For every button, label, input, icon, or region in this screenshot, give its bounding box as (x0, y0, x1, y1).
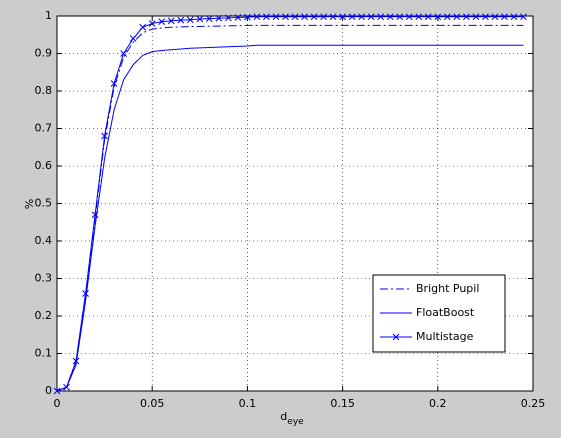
marker (463, 13, 470, 21)
y-tick-label: 0.8 (35, 84, 53, 97)
y-tick-label: 0.6 (35, 159, 53, 172)
marker (148, 20, 156, 27)
marker (415, 13, 423, 21)
marker (329, 13, 337, 21)
x-tick-label: 0.1 (239, 397, 257, 410)
marker (244, 13, 251, 21)
y-tick-label: 0.4 (35, 234, 53, 247)
x-axis-label-subscript: eye (287, 417, 304, 427)
marker (310, 13, 318, 21)
series-line (56, 44, 524, 392)
marker (405, 13, 413, 21)
marker (63, 383, 70, 391)
marker (453, 13, 461, 21)
y-axis-label: % (23, 199, 36, 209)
marker (472, 13, 480, 21)
marker (482, 13, 489, 21)
legend-label: Multistage (416, 330, 474, 343)
marker (82, 290, 89, 297)
legend-label: FloatBoost (416, 306, 475, 319)
marker (491, 13, 499, 21)
marker (358, 13, 365, 21)
marker (196, 15, 204, 23)
marker (139, 23, 147, 31)
marker (320, 13, 327, 21)
marker (110, 80, 118, 87)
marker (392, 333, 400, 341)
marker (186, 16, 194, 24)
marker (177, 16, 185, 24)
marker (167, 17, 175, 25)
marker (367, 13, 375, 21)
marker (215, 14, 223, 22)
marker (120, 50, 127, 57)
y-tick-label: 0.3 (35, 272, 53, 285)
marker (339, 13, 346, 21)
x-tick-label: 0.05 (140, 397, 165, 410)
y-tick-label: 1 (45, 9, 52, 22)
plot-frame (56, 15, 534, 392)
marker (386, 13, 394, 21)
marker (301, 13, 308, 21)
marker (101, 132, 108, 140)
y-tick-label: 0.1 (35, 347, 53, 360)
marker (434, 13, 442, 21)
y-tick-label: 0.7 (35, 122, 53, 135)
x-tick-label: 0 (54, 397, 61, 410)
marker (225, 14, 232, 22)
y-tick-label: 0.5 (35, 197, 53, 210)
legend-label: Bright Pupil (416, 282, 479, 295)
x-tick-label: 0.2 (429, 397, 447, 410)
marker (377, 13, 385, 21)
marker (205, 15, 213, 22)
x-axis-label-main: d (280, 410, 287, 423)
y-tick-label: 0 (45, 384, 52, 397)
marker (253, 13, 261, 21)
x-tick-label: 0.25 (521, 397, 546, 410)
marker (53, 387, 61, 395)
marker (263, 13, 270, 21)
marker (424, 13, 432, 21)
marker (91, 211, 99, 219)
y-tick-label: 0.2 (35, 309, 53, 322)
marker (396, 13, 404, 21)
marker (501, 13, 508, 21)
x-tick-label: 0.15 (330, 397, 355, 410)
marker (72, 357, 80, 365)
marker (348, 13, 356, 21)
marker (510, 13, 518, 21)
marker (291, 13, 299, 21)
marker (234, 14, 242, 21)
marker (158, 18, 166, 25)
y-tick-label: 0.9 (35, 47, 53, 60)
marker (129, 35, 137, 42)
marker (272, 13, 280, 21)
x-axis-label: deye (280, 410, 304, 427)
marker (520, 13, 527, 21)
marker (282, 13, 289, 21)
marker (443, 13, 451, 21)
